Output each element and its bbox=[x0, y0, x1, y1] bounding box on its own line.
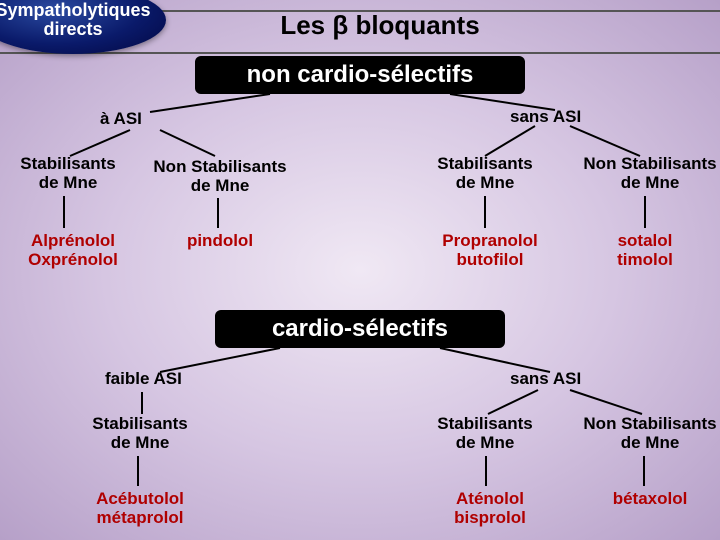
branch-c-sans-asi: sans ASI bbox=[510, 370, 581, 389]
leaf-c-l3: Non Stabilisantsde Mne bbox=[570, 415, 720, 452]
badge-line1: Sympatholytiques bbox=[0, 1, 151, 20]
leaf-nc-l4: Non Stabilisantsde Mne bbox=[570, 155, 720, 192]
leaf-nc-l1: Stabilisantsde Mne bbox=[8, 155, 128, 192]
diagram-root: Sympatholytiques directs Les β bloquants… bbox=[0, 0, 720, 540]
drug-c-d3: bétaxolol bbox=[595, 490, 705, 509]
badge-sympatholytiques: Sympatholytiques directs bbox=[0, 0, 166, 54]
section-noncardio: non cardio-sélectifs bbox=[195, 56, 525, 94]
leaf-nc-l2: Non Stabilisantsde Mne bbox=[140, 158, 300, 195]
drug-nc-d3: Propranololbutofilol bbox=[430, 232, 550, 269]
leaf-c-l2: Stabilisantsde Mne bbox=[425, 415, 545, 452]
page-title: Les β bloquants bbox=[210, 10, 550, 41]
section-cardio: cardio-sélectifs bbox=[215, 310, 505, 348]
leaf-nc-l3: Stabilisantsde Mne bbox=[425, 155, 545, 192]
leaf-c-l1: Stabilisantsde Mne bbox=[80, 415, 200, 452]
drug-c-d2: Aténololbisprolol bbox=[430, 490, 550, 527]
drug-c-d1: Acébutololmétaprolol bbox=[80, 490, 200, 527]
branch-faible-asi: faible ASI bbox=[105, 370, 182, 389]
branch-sans-asi: sans ASI bbox=[510, 108, 581, 127]
drug-nc-d1: AlprénololOxprénolol bbox=[18, 232, 128, 269]
branch-a-asi: à ASI bbox=[100, 110, 142, 129]
badge-line2: directs bbox=[43, 20, 102, 39]
drug-nc-d4: sotaloltimolol bbox=[595, 232, 695, 269]
drug-nc-d2: pindolol bbox=[165, 232, 275, 251]
